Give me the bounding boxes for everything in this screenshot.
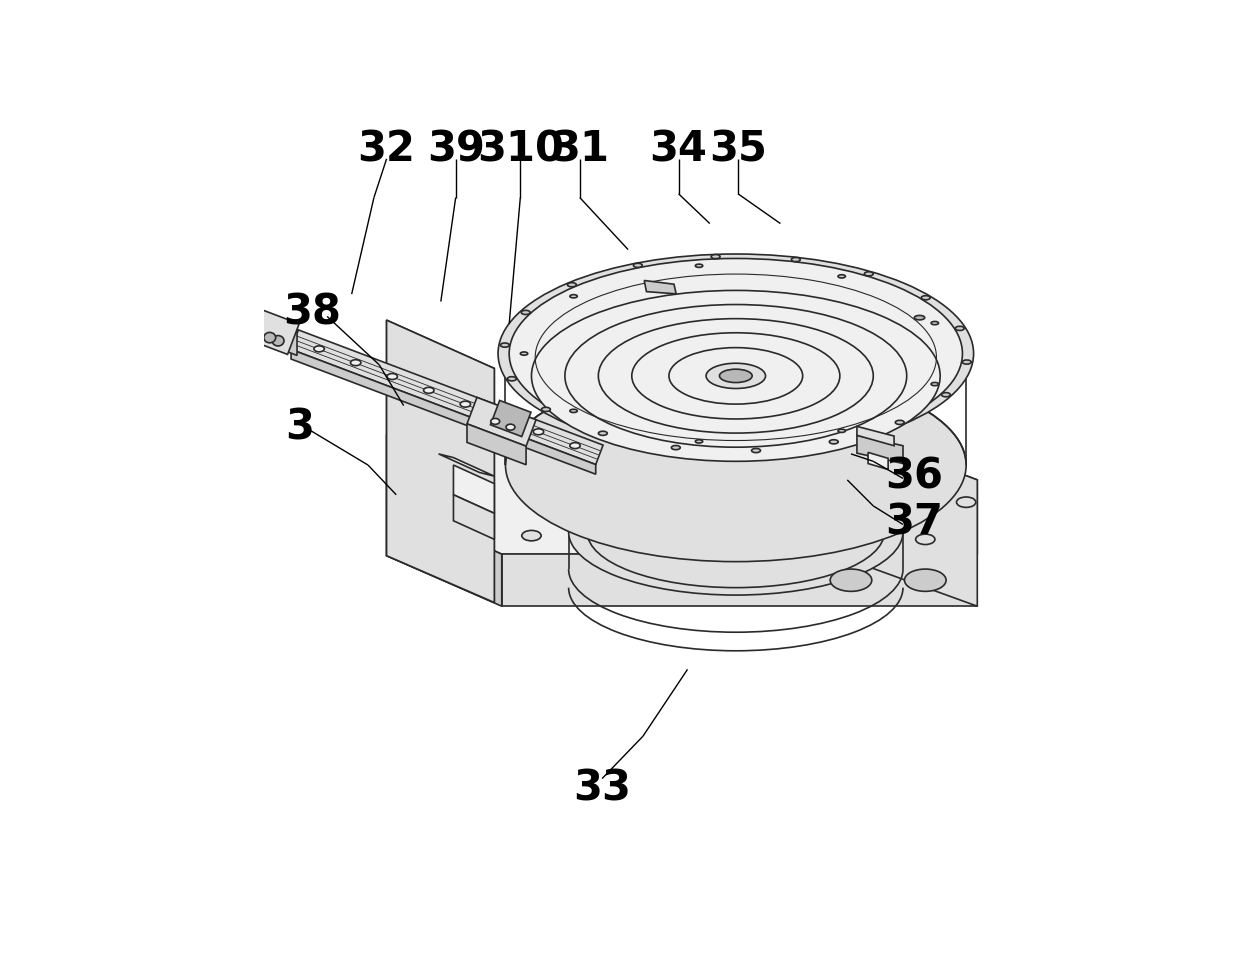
Polygon shape xyxy=(387,502,502,606)
Polygon shape xyxy=(467,398,536,446)
Ellipse shape xyxy=(529,489,548,500)
Ellipse shape xyxy=(501,343,510,347)
Polygon shape xyxy=(454,495,495,539)
Ellipse shape xyxy=(895,421,904,425)
Text: 31: 31 xyxy=(551,128,609,170)
Ellipse shape xyxy=(387,373,398,379)
Ellipse shape xyxy=(791,258,800,262)
Ellipse shape xyxy=(864,272,873,276)
Ellipse shape xyxy=(962,360,971,364)
Ellipse shape xyxy=(542,407,551,411)
Text: 38: 38 xyxy=(283,291,341,334)
Ellipse shape xyxy=(588,439,884,550)
Ellipse shape xyxy=(522,531,541,540)
Polygon shape xyxy=(491,400,531,436)
Ellipse shape xyxy=(671,446,681,450)
Polygon shape xyxy=(387,320,495,481)
Ellipse shape xyxy=(497,415,507,421)
Polygon shape xyxy=(250,310,299,354)
Ellipse shape xyxy=(941,393,950,397)
Ellipse shape xyxy=(507,376,516,381)
Text: 3: 3 xyxy=(285,407,314,449)
Ellipse shape xyxy=(570,443,580,449)
Ellipse shape xyxy=(570,294,578,298)
Polygon shape xyxy=(454,465,495,513)
Polygon shape xyxy=(502,554,977,606)
Ellipse shape xyxy=(599,431,608,435)
Ellipse shape xyxy=(712,255,720,259)
Ellipse shape xyxy=(956,497,976,508)
Polygon shape xyxy=(857,427,894,446)
Polygon shape xyxy=(645,281,676,294)
Ellipse shape xyxy=(955,326,965,330)
Ellipse shape xyxy=(506,425,515,430)
Ellipse shape xyxy=(931,321,939,324)
Text: 36: 36 xyxy=(885,455,944,497)
Polygon shape xyxy=(387,320,495,602)
Ellipse shape xyxy=(460,401,470,407)
Text: 32: 32 xyxy=(357,128,415,170)
Ellipse shape xyxy=(532,290,940,461)
Ellipse shape xyxy=(921,295,930,300)
Text: 39: 39 xyxy=(427,128,485,170)
Ellipse shape xyxy=(838,429,846,432)
Ellipse shape xyxy=(351,360,361,366)
Ellipse shape xyxy=(506,369,966,562)
Polygon shape xyxy=(857,435,903,463)
Ellipse shape xyxy=(491,419,500,425)
Ellipse shape xyxy=(914,316,925,319)
Polygon shape xyxy=(260,316,298,355)
Ellipse shape xyxy=(904,569,946,592)
Polygon shape xyxy=(387,435,977,554)
Ellipse shape xyxy=(696,440,703,443)
Polygon shape xyxy=(858,435,977,606)
Ellipse shape xyxy=(570,409,578,412)
Polygon shape xyxy=(868,453,888,470)
Ellipse shape xyxy=(830,440,838,444)
Ellipse shape xyxy=(424,387,434,394)
Ellipse shape xyxy=(521,311,531,315)
Ellipse shape xyxy=(272,336,284,346)
Text: 310: 310 xyxy=(477,128,564,170)
Polygon shape xyxy=(291,330,603,464)
Ellipse shape xyxy=(580,405,892,525)
Text: 33: 33 xyxy=(573,767,631,810)
Polygon shape xyxy=(467,424,526,465)
Ellipse shape xyxy=(900,460,920,470)
Ellipse shape xyxy=(264,332,275,343)
Ellipse shape xyxy=(838,275,846,278)
Ellipse shape xyxy=(751,449,760,453)
Ellipse shape xyxy=(314,345,325,352)
Ellipse shape xyxy=(915,535,935,544)
Ellipse shape xyxy=(696,264,703,267)
Polygon shape xyxy=(387,435,495,602)
Ellipse shape xyxy=(569,469,903,595)
Ellipse shape xyxy=(568,283,577,287)
Ellipse shape xyxy=(634,263,642,267)
Text: 34: 34 xyxy=(650,128,708,170)
Polygon shape xyxy=(291,349,595,474)
Ellipse shape xyxy=(510,259,962,449)
Ellipse shape xyxy=(931,382,939,386)
Ellipse shape xyxy=(706,363,765,389)
Ellipse shape xyxy=(719,370,753,382)
Ellipse shape xyxy=(915,501,935,511)
Text: 35: 35 xyxy=(709,128,768,170)
Text: 37: 37 xyxy=(885,502,944,544)
Ellipse shape xyxy=(498,254,973,454)
Ellipse shape xyxy=(830,569,872,592)
Ellipse shape xyxy=(533,428,543,435)
Ellipse shape xyxy=(522,449,541,459)
Ellipse shape xyxy=(521,352,528,355)
Polygon shape xyxy=(439,454,495,476)
